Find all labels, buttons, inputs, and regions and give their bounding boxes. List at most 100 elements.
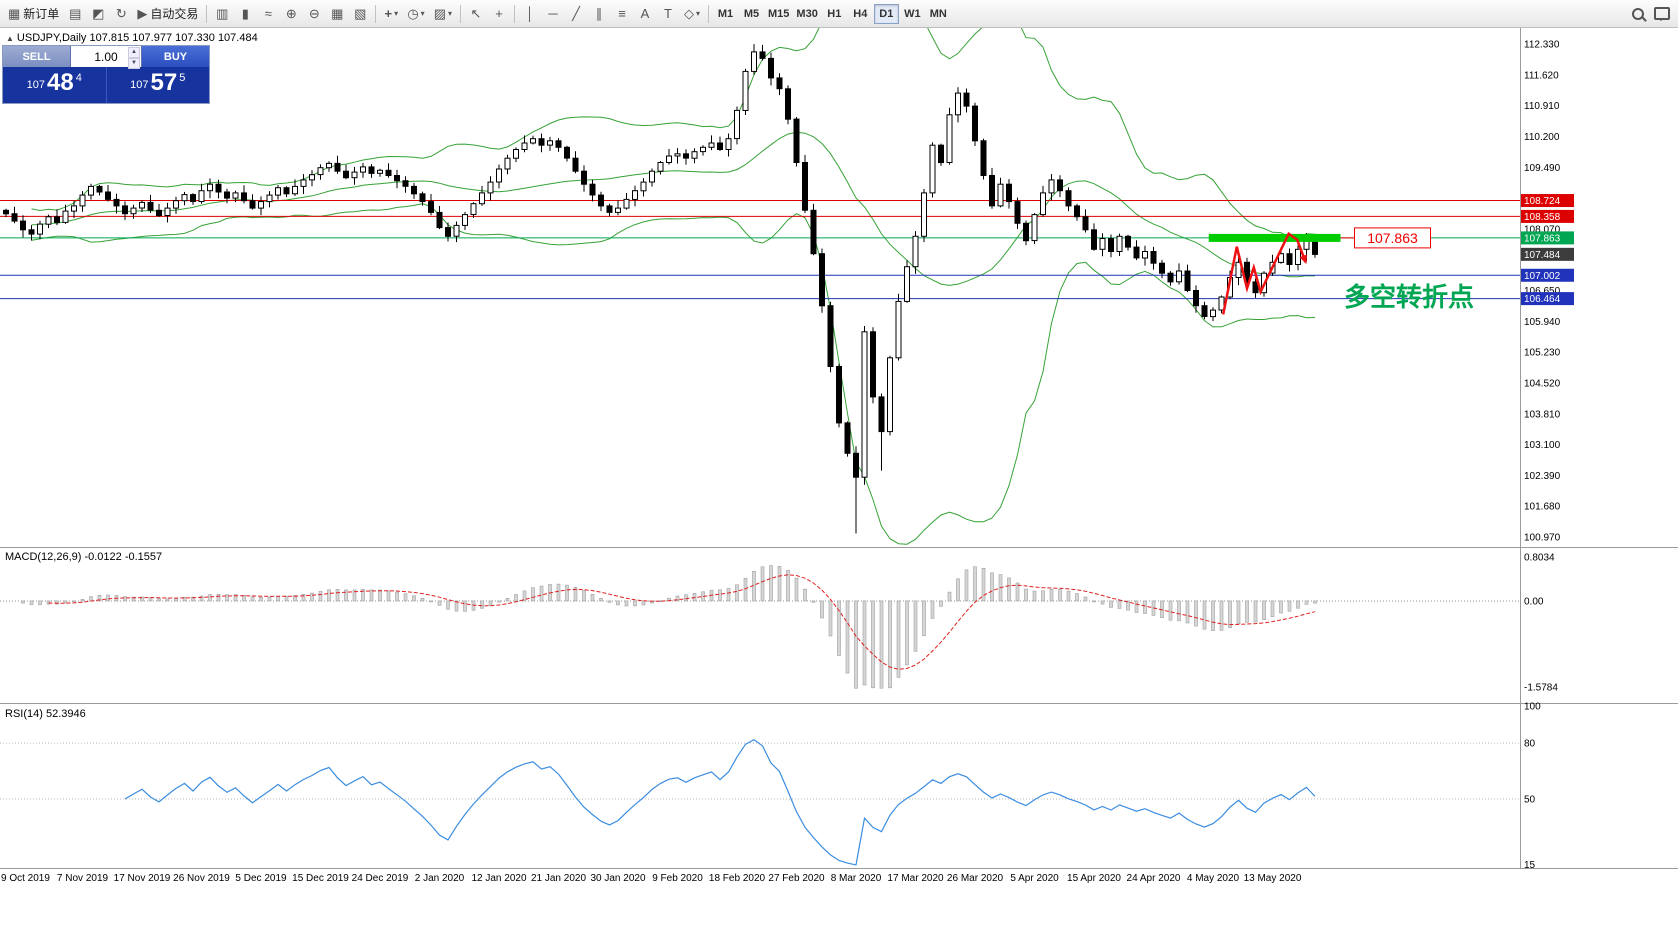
candle-body [411,185,417,195]
timeframe-button-MN[interactable]: MN [926,4,951,24]
indicators-button[interactable]: + ▾ [380,3,402,25]
candle-body [759,51,766,59]
sell-button[interactable]: SELL [3,46,71,67]
collapse-panel-icon[interactable]: ▲ [6,34,14,43]
chat-button[interactable] [1650,3,1674,25]
candle-body [513,149,519,159]
bar-chart-button[interactable]: ▥ [211,3,233,25]
tile-windows-button[interactable]: ▦ [326,3,348,25]
candle-body [266,194,273,203]
price-axis-label: 110.910 [1524,101,1560,112]
zoom-out-button[interactable]: ⊖ [303,3,325,25]
candle-body [309,174,315,181]
buy-button[interactable]: BUY [141,46,209,67]
search-icon [1632,7,1644,20]
zigzag-arrow[interactable] [1221,231,1307,315]
price-callout[interactable] [1354,227,1431,249]
periods-button[interactable]: ◷ ▾ [403,3,428,25]
line-chart-button[interactable]: ≈ [257,3,279,25]
buy-price-big: 57 [150,69,178,96]
timeframe-button-D1[interactable]: D1 [873,3,899,24]
new-order-icon: ▦ [8,6,21,21]
templates-button[interactable]: ▨ ▾ [430,3,456,25]
volume-decrease-button[interactable]: ▼ [128,58,140,69]
candle-body [275,187,281,196]
candle-body [470,203,477,215]
candle-body [793,118,800,163]
shapes-button[interactable]: ◇ ▾ [680,3,704,25]
candle-body [224,191,230,199]
candlestick-button[interactable]: ▮ [234,3,256,25]
timeframe-button-M30[interactable]: M30 [793,4,820,24]
rsi-line [124,738,1316,866]
timeframe-button-W1[interactable]: W1 [900,4,925,24]
buy-price[interactable]: 107 57 5 [106,67,209,103]
trendline-button[interactable]: ╱ [565,3,587,25]
candle-body [955,92,961,116]
date-axis-label: 24 Apr 2020 [1127,873,1181,884]
cn-annotation[interactable]: 多空转折点 [1344,282,1474,312]
candle-body [198,190,205,202]
candle-body [708,142,715,148]
volume-increase-button[interactable]: ▲ [128,47,140,58]
text-label-button[interactable]: T [657,3,679,25]
vertical-line-button[interactable]: │ [519,3,541,25]
price-axis-label: 112.330 [1524,40,1560,51]
candle-body [700,146,706,153]
price-badge [1521,194,1574,208]
chat-icon [1654,7,1670,21]
horizontal-line-icon: ─ [548,6,558,21]
sell-price[interactable]: 107 48 4 [3,67,107,103]
fibonacci-button[interactable]: ≡ [611,3,633,25]
refresh-button[interactable]: ↻ [110,3,132,25]
candle-body [394,175,400,182]
zoom-in-icon: ⊕ [285,6,297,21]
timeframe-button-M5[interactable]: M5 [739,4,764,24]
candle-body [997,183,1004,207]
price-callout-text: 107.863 [1367,230,1418,246]
highlight-bar[interactable] [1208,233,1341,242]
candle-body [691,151,698,159]
candle-body [895,300,902,359]
profiles-icon: ▤ [69,6,82,21]
volume-input[interactable] [82,48,130,65]
dropdown-icon: ▾ [696,9,701,18]
navigator-button[interactable]: ◩ [87,3,109,25]
cursor-button[interactable]: ↖ [465,3,487,25]
timeframe-button-M1[interactable]: M1 [713,4,738,24]
timeframe-button-M15[interactable]: M15 [765,4,792,24]
candle-body [768,57,774,79]
search-button[interactable] [1627,3,1649,25]
candle-body [1176,270,1182,283]
candle-body [649,170,655,183]
new-order-button[interactable]: ▦ 新订单 [4,3,63,25]
crosshair-button[interactable]: + [488,3,510,25]
date-axis-label: 13 May 2020 [1244,873,1302,884]
autotrading-button[interactable]: ▶ 自动交易 [133,3,202,25]
zoom-in-button[interactable]: ⊕ [280,3,302,25]
candle-body [453,224,460,237]
price-badge [1521,268,1574,282]
price-badge-text: 107.002 [1524,271,1561,282]
price-badge [1521,292,1574,306]
candle-body [1031,214,1038,242]
timeframe-button-H4[interactable]: H4 [848,4,873,24]
candle-body [1048,179,1055,194]
timeframe-button-H1[interactable]: H1 [822,4,847,24]
profiles-button[interactable]: ▤ [64,3,86,25]
text-button[interactable]: A [634,3,656,25]
price-axis-label: 111.620 [1524,70,1559,81]
candle-body [725,138,732,150]
candle-body [861,331,868,478]
channel-button[interactable]: ∥ [588,3,610,25]
horizontal-line-button[interactable]: ─ [542,3,564,25]
candle-body [751,51,757,72]
candle-body [1167,272,1174,283]
candle-body [181,194,188,202]
candle-body [1295,248,1301,266]
candle-body [283,187,290,195]
cascade-windows-button[interactable]: ▧ [349,3,371,25]
symbol-label: ▲ USDJPY,Daily 107.815 107.977 107.330 10… [6,32,258,44]
